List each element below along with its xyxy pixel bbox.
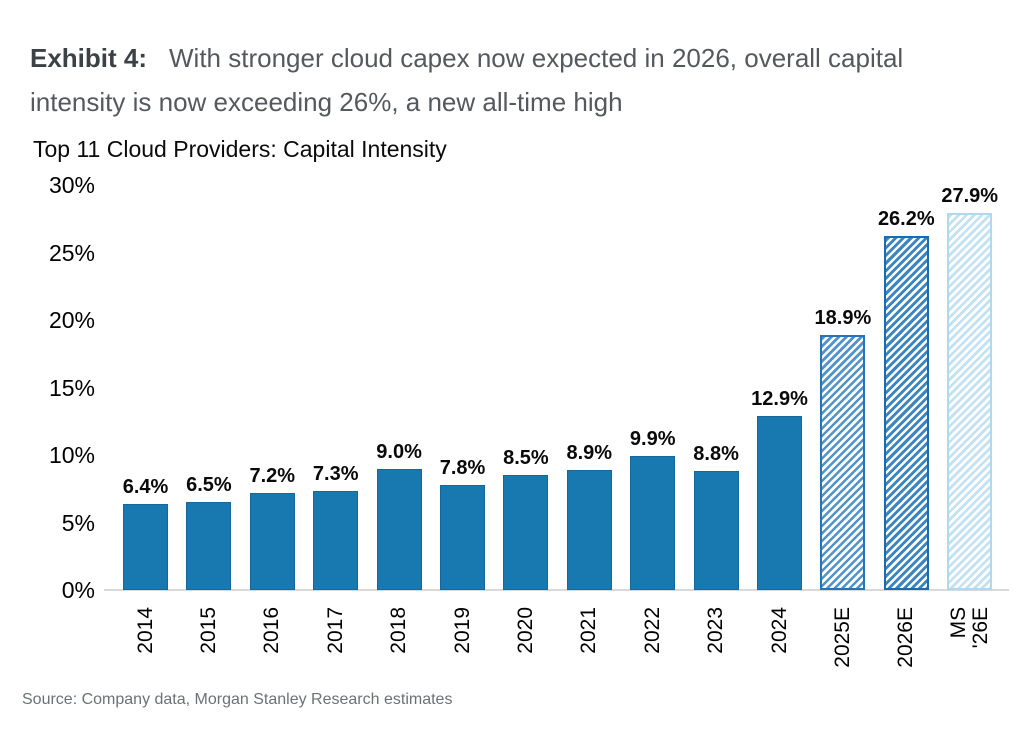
y-axis-tick-label: 15%: [48, 374, 95, 401]
x-axis-label: 2022: [640, 607, 664, 654]
y-axis-tick-label: 25%: [48, 239, 95, 266]
bar-value-label: 7.3%: [312, 463, 359, 486]
bar-slot: 12.9% 2024: [751, 388, 808, 654]
bar-2024: [757, 415, 802, 590]
y-axis-tick-label: 20%: [48, 307, 95, 333]
x-axis-label: 2017: [323, 607, 347, 654]
bar-slot: 7.8% 2019: [440, 457, 486, 654]
bar-slot: 8.5% 2020: [503, 447, 549, 653]
y-axis-tick-label: 30%: [48, 172, 95, 198]
y-axis-tick-label: 10%: [48, 442, 95, 468]
bar-slot: 6.4% 2014: [123, 476, 169, 654]
exhibit-title-line1: With stronger cloud capex now expected i…: [169, 43, 904, 73]
exhibit-title-row: Exhibit 4: With stronger cloud capex now …: [30, 36, 990, 80]
bar-slot: 27.9% MS '26E: [941, 185, 998, 648]
bar-2018: [376, 468, 422, 590]
bar-value-label: 8.5%: [503, 447, 549, 470]
bar-2020: [503, 475, 549, 590]
bar-value-label: 8.8%: [693, 443, 739, 466]
exhibit-label: Exhibit 4:: [30, 43, 148, 73]
chart-title: Top 11 Cloud Providers: Capital Intensit…: [33, 136, 447, 162]
source-note: Source: Company data, Morgan Stanley Res…: [22, 691, 453, 708]
x-axis-label: 2020: [513, 607, 537, 654]
bar-2021: [566, 469, 612, 590]
bar-2017: [313, 491, 359, 590]
bar-2022: [630, 456, 676, 590]
y-axis-tick-label: 5%: [61, 509, 95, 536]
bar-value-label: 7.8%: [439, 456, 486, 479]
exhibit-header: Exhibit 4: With stronger cloud capex now …: [30, 36, 990, 124]
bar-slot: 8.8% 2023: [693, 443, 739, 654]
x-axis-label: 2024: [767, 607, 791, 654]
x-axis-label: 2015: [196, 607, 220, 654]
bar-value-label: 6.4%: [122, 475, 169, 498]
bar-slot: 7.2% 2016: [249, 465, 296, 654]
x-axis-label: 2021: [577, 607, 601, 654]
bar-value-label: 26.2%: [877, 208, 935, 231]
bar-2015: [186, 502, 232, 590]
bar-2019: [440, 484, 485, 590]
bar-value-label: 8.9%: [566, 441, 613, 464]
x-axis-baseline: [104, 589, 1009, 591]
bar-slot: 9.9% 2022: [630, 428, 676, 653]
y-axis-tick-label: 0%: [61, 577, 95, 603]
bar-slot: 8.9% 2021: [566, 442, 613, 654]
bar-slot: 9.0% 2018: [376, 441, 422, 654]
bar-value-label: 12.9%: [751, 387, 808, 410]
plot-area: 6.4% 2014 6.5% 2015 7.2% 2016 7.3% 2017 9.0% 2018…: [112, 185, 1008, 668]
bar-value-label: 18.9%: [814, 306, 872, 329]
bar-slot: 18.9% 2025E: [815, 307, 872, 668]
bar-value-label: 9.9%: [629, 428, 676, 451]
x-axis-label: 2016: [260, 607, 284, 654]
bar-slot: 6.5% 2015: [186, 474, 232, 653]
bar-ms-26e: [947, 213, 993, 590]
bar-slot: 7.3% 2017: [313, 463, 359, 653]
x-axis-label: 2026E: [894, 607, 918, 668]
bar-slot: 26.2% 2026E: [878, 208, 935, 667]
y-axis: 0% 5% 10% 15% 20% 25% 30%: [0, 172, 95, 603]
bar-value-label: 7.2%: [249, 464, 296, 487]
bar-2025e: [820, 334, 866, 590]
x-axis-label: 2014: [133, 607, 157, 654]
bar-value-label: 9.0%: [376, 440, 422, 463]
bar-2014: [123, 503, 168, 590]
bar-value-label: 6.5%: [186, 474, 232, 497]
x-axis-label: 2019: [450, 607, 474, 654]
bar-2023: [693, 471, 739, 590]
x-axis-label: 2018: [387, 607, 411, 654]
x-axis-label: 2025E: [830, 607, 854, 668]
x-axis-label: MS '26E: [946, 607, 992, 649]
bar-2026e: [883, 236, 929, 590]
bar-value-label: 27.9%: [941, 185, 999, 208]
x-axis-label: 2023: [704, 607, 728, 654]
exhibit-title-line2: intensity is now exceeding 26%, a new al…: [30, 87, 623, 117]
bar-2016: [249, 492, 295, 590]
